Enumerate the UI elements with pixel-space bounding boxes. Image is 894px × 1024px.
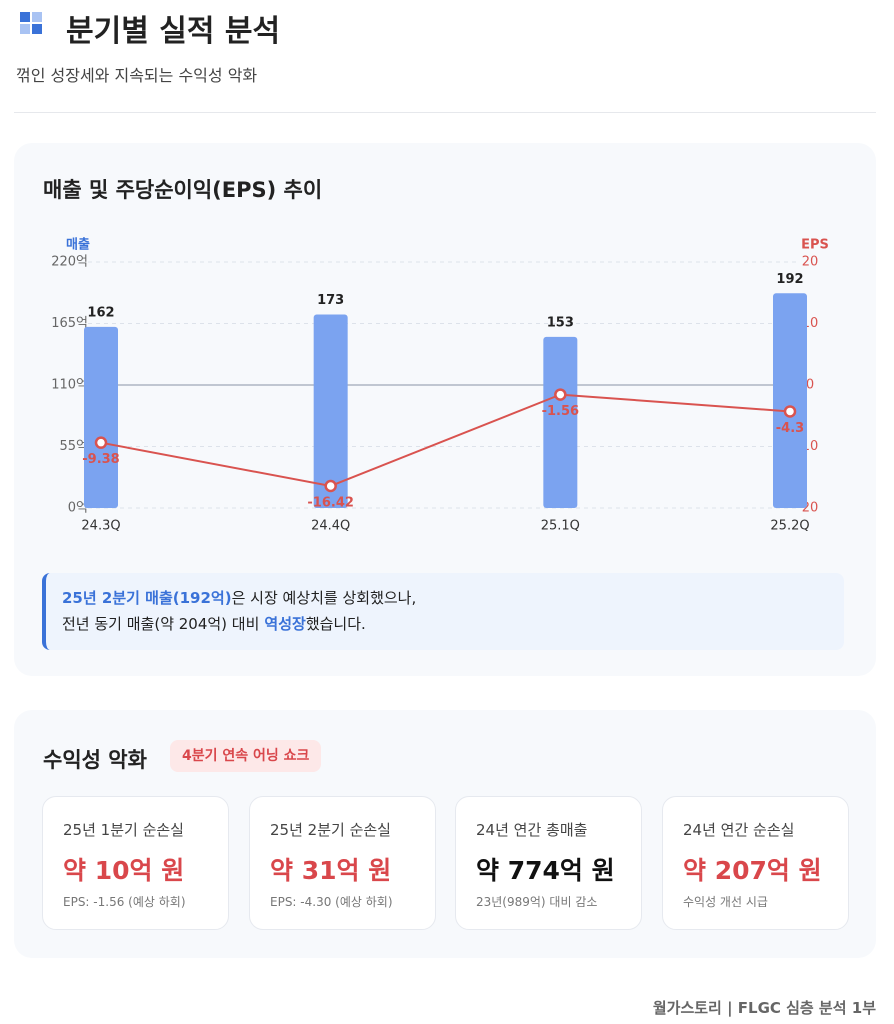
footer: 월가스토리 | FLGC 심층 분석 1부 — [652, 999, 876, 1017]
page-title: 분기별 실적 분석 — [66, 14, 281, 49]
section-title: 수익성 악화 — [43, 748, 147, 772]
bar-label: 192 — [776, 272, 803, 287]
note-box: 25년 2분기 매출(192억)은 시장 예상치를 상회했으나, 전년 동기 매… — [42, 573, 844, 650]
bar — [543, 336, 578, 508]
stat-note: 23년(989억) 대비 감소 — [476, 895, 598, 909]
y-tick-label: 165억 — [51, 316, 88, 331]
stat-label: 25년 1분기 순손실 — [63, 821, 184, 839]
y-tick-label: 0억 — [68, 501, 88, 516]
point-label: -16.42 — [307, 495, 354, 510]
y-tick-label: 220억 — [51, 255, 88, 270]
stat-label: 24년 연간 총매출 — [476, 821, 588, 839]
y-tick-label: 55억 — [59, 439, 88, 454]
point — [783, 405, 797, 418]
badge: 4분기 연속 어닝 쇼크 — [170, 740, 322, 772]
stat-note: 수익성 개선 시급 — [683, 895, 768, 909]
axis-label: EPS — [801, 238, 829, 253]
stat-label: 24년 연간 순손실 — [683, 821, 795, 839]
point-label: -4.3 — [776, 421, 804, 436]
stat-label: 25년 2분기 순손실 — [270, 821, 391, 839]
note-text: 은 시장 예상치를 상회했으나, — [231, 589, 417, 607]
stat-note: EPS: -1.56 (예상 하회) — [63, 895, 186, 909]
y2-tick-label: 0 — [806, 378, 814, 393]
note-highlight: 25년 2분기 매출(192억) — [62, 589, 232, 607]
x-tick-label: 25.1Q — [541, 519, 580, 534]
stat-value: 약 774억 원 — [476, 856, 615, 885]
y-tick-label: 110억 — [51, 378, 88, 393]
stat-value: 약 10억 원 — [63, 856, 185, 885]
note-text: 전년 동기 매출(약 204억) 대비 — [62, 615, 260, 633]
logo-icon — [20, 12, 42, 34]
bar — [773, 293, 807, 508]
bar-label: 173 — [317, 293, 344, 308]
point — [554, 388, 567, 401]
axis-label: 매출 — [66, 237, 90, 253]
note-line: 25년 2분기 매출(192억)은 시장 예상치를 상회했으나, — [62, 585, 844, 611]
stat-value: 약 31억 원 — [270, 856, 392, 885]
y2-tick-label: 20 — [802, 255, 819, 270]
point-label: -9.38 — [82, 452, 119, 467]
x-tick-label: 24.3Q — [81, 519, 120, 534]
bar — [84, 326, 118, 508]
bar-label: 153 — [547, 315, 574, 330]
bar-label: 162 — [87, 305, 114, 320]
x-tick-label: 25.2Q — [770, 519, 809, 534]
note-text: 했습니다. — [305, 615, 366, 633]
note-highlight: 역성장 — [264, 615, 306, 633]
chart-title: 매출 및 주당순이익(EPS) 추이 — [43, 178, 323, 202]
page-subtitle: 꺾인 성장세와 지속되는 수익성 악화 — [16, 66, 258, 85]
point — [324, 479, 337, 493]
point-label: -1.56 — [542, 404, 579, 419]
note-line: 전년 동기 매출(약 204억) 대비 역성장했습니다. — [62, 611, 844, 637]
stat-value: 약 207억 원 — [683, 856, 822, 885]
x-tick-label: 24.4Q — [311, 519, 350, 534]
line — [100, 393, 791, 488]
point — [94, 436, 108, 449]
divider — [14, 112, 876, 113]
stat-note: EPS: -4.30 (예상 하회) — [270, 895, 393, 909]
bar — [313, 314, 348, 508]
